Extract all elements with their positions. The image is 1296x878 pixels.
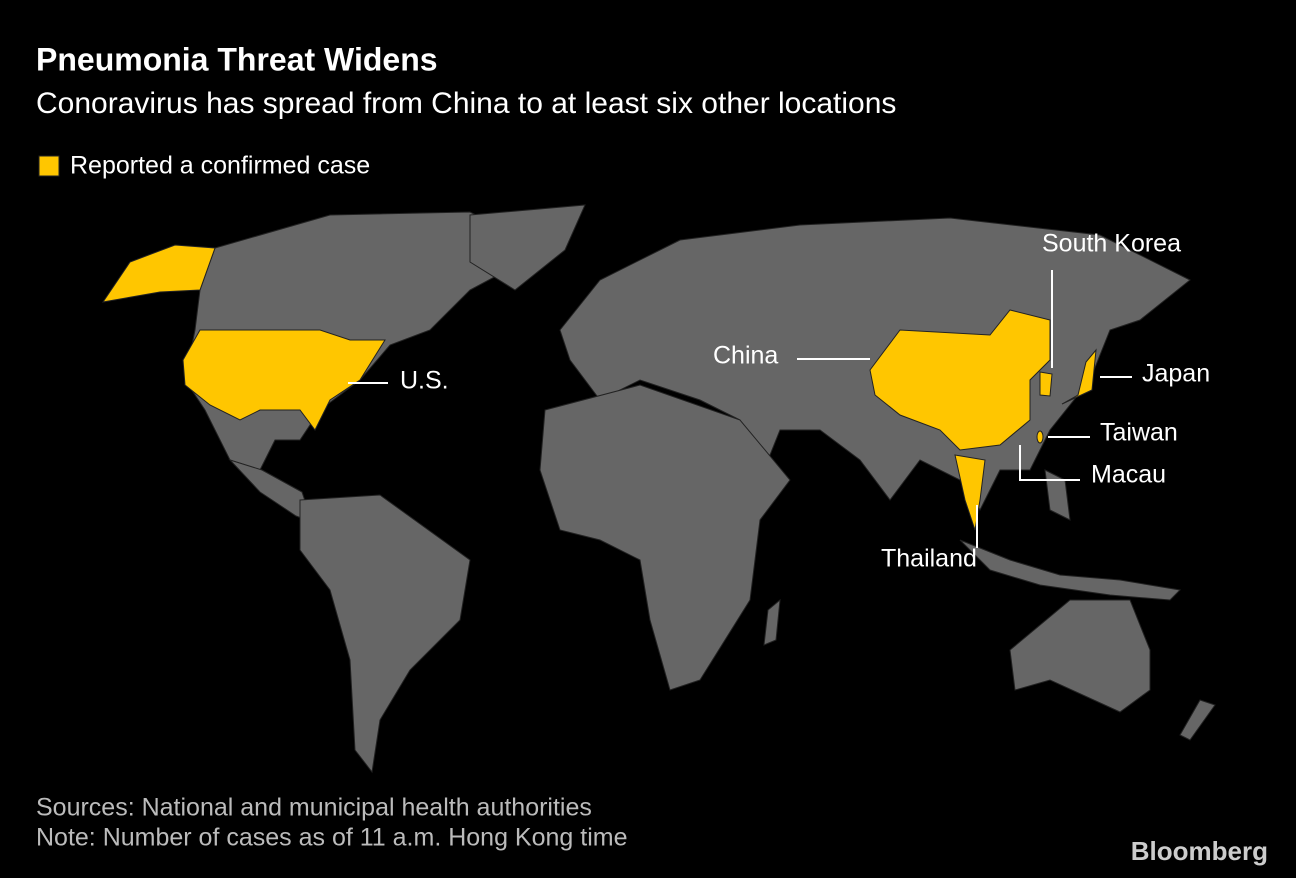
south-korea — [1039, 371, 1053, 397]
map-label: South Korea — [1042, 230, 1181, 258]
south-america — [299, 494, 471, 774]
china — [869, 309, 1051, 451]
alaska — [101, 244, 216, 303]
brand: Bloomberg — [1131, 836, 1268, 866]
legend-swatch — [38, 155, 60, 177]
map-label: Taiwan — [1100, 419, 1178, 447]
map-label: Macau — [1091, 461, 1166, 489]
legend-label: Reported a confirmed case — [70, 152, 370, 180]
subtitle: Conoravirus has spread from China to at … — [36, 87, 896, 120]
africa — [539, 384, 791, 691]
leader-macau — [1019, 445, 1080, 481]
united-states — [182, 329, 386, 431]
leader-lines — [348, 270, 1132, 548]
title: Pneumonia Threat Widens — [36, 41, 438, 77]
map-label: China — [713, 342, 778, 370]
philippines — [1044, 469, 1071, 521]
world-map — [101, 204, 1216, 774]
note: Note: Number of cases as of 11 a.m. Hong… — [36, 824, 628, 852]
sources: Sources: National and municipal health a… — [36, 794, 592, 822]
greenland — [469, 204, 586, 291]
taiwan — [1036, 430, 1044, 444]
madagascar — [763, 598, 781, 646]
australia — [1009, 599, 1151, 713]
japan — [1061, 348, 1097, 405]
map-label: U.S. — [400, 367, 449, 395]
map-label: Thailand — [881, 545, 977, 573]
map-label: Japan — [1142, 360, 1210, 388]
new-zealand — [1179, 699, 1216, 741]
indonesia — [959, 539, 1182, 601]
